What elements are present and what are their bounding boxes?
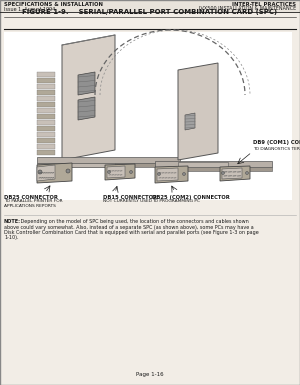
- Polygon shape: [155, 167, 272, 171]
- Circle shape: [107, 171, 110, 174]
- Text: TO DIAGNOSTICS TERMINAL: TO DIAGNOSTICS TERMINAL: [253, 147, 300, 151]
- Polygon shape: [62, 35, 115, 160]
- Text: Page 1-16: Page 1-16: [136, 372, 164, 377]
- Circle shape: [221, 171, 224, 174]
- Bar: [37, 150, 55, 155]
- Bar: [37, 90, 55, 95]
- Bar: [37, 132, 55, 137]
- Circle shape: [38, 170, 42, 174]
- Text: NOT CURRENTLY USED: NOT CURRENTLY USED: [103, 199, 152, 203]
- Polygon shape: [78, 97, 95, 120]
- Bar: [37, 84, 55, 89]
- Text: Disk Controller Combination Card that is equipped with serial and parallel ports: Disk Controller Combination Card that is…: [4, 230, 259, 235]
- Text: TO PROGRAMMING PC: TO PROGRAMMING PC: [152, 199, 200, 203]
- Text: INTER-TEL PRACTICES: INTER-TEL PRACTICES: [232, 2, 296, 7]
- Text: DB15 CONNECTOR: DB15 CONNECTOR: [103, 195, 157, 200]
- Bar: [37, 114, 55, 119]
- Text: DB25 (COM2) CONNECTOR: DB25 (COM2) CONNECTOR: [152, 195, 230, 200]
- Bar: [4, 32, 292, 200]
- Text: IVX500 INSTALLATION & MAINTENANCE: IVX500 INSTALLATION & MAINTENANCE: [199, 7, 296, 12]
- Bar: [178, 162, 228, 167]
- Text: SPECIFICATIONS & INSTALLATION: SPECIFICATIONS & INSTALLATION: [4, 2, 103, 7]
- Text: FIGURE 1-9.    SERIAL/PARALLEL PORT COMBINATION CARD (SPC): FIGURE 1-9. SERIAL/PARALLEL PORT COMBINA…: [22, 9, 278, 15]
- Text: TO PARALLEL PRINTER FOR
APPLICATIONS REPORTS: TO PARALLEL PRINTER FOR APPLICATIONS REP…: [4, 199, 63, 208]
- Polygon shape: [178, 63, 218, 160]
- Text: DB9 (COM1) CONNECTOR: DB9 (COM1) CONNECTOR: [253, 140, 300, 145]
- Polygon shape: [37, 165, 55, 181]
- Polygon shape: [37, 157, 180, 163]
- Bar: [37, 138, 55, 143]
- Polygon shape: [222, 168, 242, 179]
- Circle shape: [182, 172, 185, 176]
- Bar: [37, 120, 55, 125]
- Text: Depending on the model of SPC being used, the location of the connectors and cab: Depending on the model of SPC being used…: [19, 219, 249, 224]
- Circle shape: [245, 171, 248, 174]
- Bar: [37, 78, 55, 83]
- Bar: [62, 163, 115, 167]
- Text: 1-10).: 1-10).: [4, 236, 19, 241]
- Polygon shape: [105, 164, 135, 180]
- Polygon shape: [220, 166, 250, 181]
- Circle shape: [66, 169, 70, 173]
- Polygon shape: [107, 166, 125, 178]
- Text: DB25 CONNECTOR: DB25 CONNECTOR: [4, 195, 58, 200]
- Bar: [37, 72, 55, 77]
- Bar: [0, 0, 300, 12]
- Polygon shape: [157, 168, 178, 181]
- Polygon shape: [37, 163, 72, 183]
- Bar: [37, 102, 55, 107]
- Polygon shape: [155, 161, 272, 167]
- Polygon shape: [155, 166, 188, 183]
- Bar: [37, 96, 55, 101]
- Text: Issue 1, August 1994: Issue 1, August 1994: [4, 7, 55, 12]
- Bar: [37, 144, 55, 149]
- Polygon shape: [37, 163, 180, 167]
- Text: above could vary somewhat. Also, instead of a separate SPC (as shown above), som: above could vary somewhat. Also, instead…: [4, 224, 254, 229]
- Circle shape: [130, 171, 133, 174]
- Polygon shape: [78, 72, 95, 95]
- Circle shape: [158, 172, 160, 176]
- Bar: [37, 126, 55, 131]
- Text: NOTE:: NOTE:: [4, 219, 21, 224]
- Bar: [37, 108, 55, 113]
- Polygon shape: [185, 113, 195, 130]
